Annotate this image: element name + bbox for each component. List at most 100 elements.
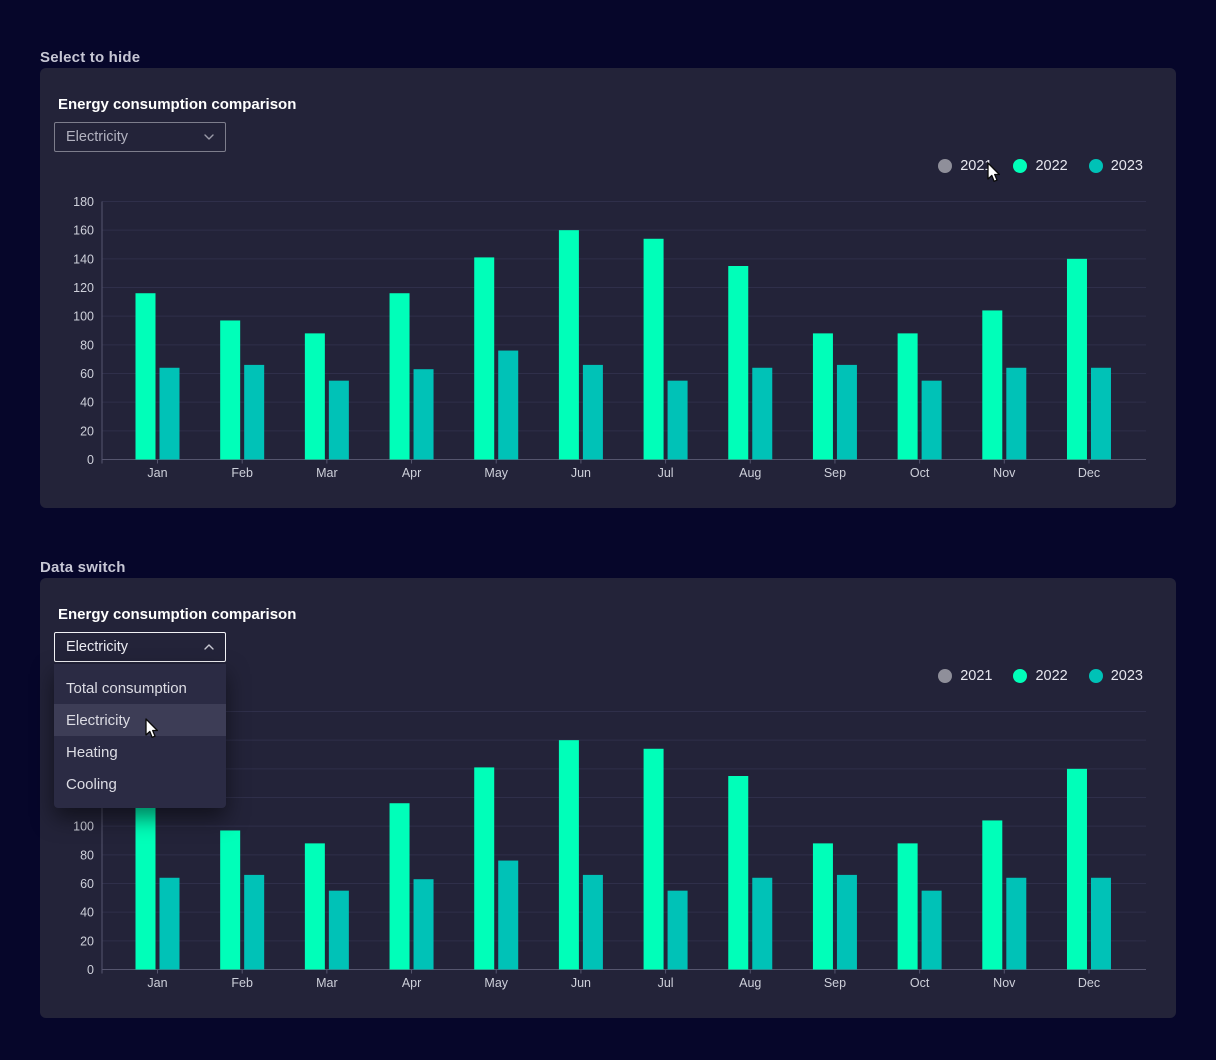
- category-select[interactable]: Electricity: [54, 122, 226, 152]
- bar-2022-feb[interactable]: [220, 830, 241, 970]
- y-axis-label: 40: [80, 906, 94, 920]
- bar-2023-jan[interactable]: [159, 877, 180, 970]
- legend-item-2023[interactable]: 2023: [1088, 668, 1143, 684]
- bar-2022-may[interactable]: [474, 257, 495, 460]
- bar-2023-may[interactable]: [498, 350, 519, 460]
- legend-dot-2021: [938, 669, 953, 683]
- legend-dot-2022: [1013, 159, 1028, 173]
- bar-2022-jun[interactable]: [558, 230, 579, 460]
- x-axis-label: Aug: [739, 466, 761, 480]
- x-axis-label: Oct: [910, 466, 930, 480]
- bar-2023-mar[interactable]: [328, 890, 349, 970]
- x-axis-label: Jun: [571, 466, 591, 480]
- bar-2022-apr[interactable]: [389, 803, 410, 970]
- x-axis-label: Dec: [1078, 466, 1100, 480]
- x-axis-label: Jan: [147, 976, 167, 990]
- bar-2022-dec[interactable]: [1066, 768, 1087, 970]
- bar-2023-feb[interactable]: [244, 874, 265, 970]
- bar-2022-may[interactable]: [474, 767, 495, 970]
- bar-2022-oct[interactable]: [897, 333, 918, 460]
- x-axis-label: May: [484, 976, 508, 990]
- bar-2023-apr[interactable]: [413, 369, 434, 460]
- y-axis-label: 80: [80, 338, 94, 352]
- x-axis-label: Dec: [1078, 976, 1100, 990]
- bar-2023-sep[interactable]: [836, 874, 857, 970]
- bar-chart: 0 20 40 60 80 100 120 140 160 180 Jan Feb Mar Apr May J…: [73, 195, 1146, 480]
- bar-2023-feb[interactable]: [244, 364, 265, 460]
- chevron-up-icon: [203, 639, 215, 655]
- y-axis-label: 140: [73, 252, 94, 266]
- dropdown-option-total-consumption[interactable]: Total consumption: [66, 679, 187, 697]
- bar-2022-feb[interactable]: [220, 320, 241, 460]
- bar-2023-nov[interactable]: [1006, 877, 1027, 970]
- bar-2023-mar[interactable]: [328, 380, 349, 460]
- y-axis-label: 60: [80, 367, 94, 381]
- legend-label: 2023: [1110, 668, 1143, 684]
- bar-2023-dec[interactable]: [1090, 877, 1111, 970]
- dropdown-option-heating[interactable]: Heating: [66, 743, 118, 761]
- legend-item-2021[interactable]: 2021: [938, 158, 992, 174]
- legend-label: 2021: [960, 158, 993, 174]
- y-axis-label: 40: [80, 396, 94, 410]
- bar-2022-nov[interactable]: [982, 820, 1003, 970]
- bar-2023-apr[interactable]: [413, 879, 434, 970]
- legend-dot-2022: [1013, 669, 1028, 683]
- x-axis-label: Sep: [824, 976, 846, 990]
- bar-2022-jun[interactable]: [558, 740, 579, 970]
- chart-card-data-switch: Energy consumption comparison Electricit…: [40, 578, 1176, 1018]
- bar-2023-oct[interactable]: [921, 890, 942, 970]
- bar-2022-aug[interactable]: [728, 266, 749, 460]
- y-axis-label: 160: [73, 224, 94, 238]
- x-axis-label: Feb: [231, 976, 253, 990]
- legend-item-2022[interactable]: 2022: [1013, 668, 1068, 684]
- y-axis-label: 0: [87, 963, 94, 977]
- legend-item-2022[interactable]: 2022: [1013, 158, 1068, 174]
- bar-2023-jun[interactable]: [582, 364, 603, 460]
- x-axis-label: Mar: [316, 466, 338, 480]
- category-select[interactable]: Electricity: [54, 632, 226, 662]
- bar-2023-jul[interactable]: [667, 380, 688, 460]
- x-axis-label: Jul: [658, 976, 674, 990]
- legend-label: 2021: [960, 668, 993, 684]
- bar-2023-jun[interactable]: [582, 874, 603, 970]
- bar-2023-sep[interactable]: [836, 364, 857, 460]
- legend-dot-2021: [938, 159, 953, 173]
- category-dropdown-panel: Total consumption Electricity Heating Cooli…: [54, 664, 226, 808]
- x-axis-label: Aug: [739, 976, 761, 990]
- bar-2023-nov[interactable]: [1006, 367, 1027, 460]
- bar-2023-may[interactable]: [498, 860, 519, 970]
- category-select-value: Electricity: [66, 639, 129, 655]
- legend-dot-2023: [1088, 669, 1103, 683]
- bar-2022-mar[interactable]: [304, 843, 325, 970]
- bar-2023-jan[interactable]: [159, 367, 180, 460]
- bar-2022-sep[interactable]: [812, 333, 833, 460]
- legend-item-2023[interactable]: 2023: [1088, 158, 1143, 174]
- bar-2022-sep[interactable]: [812, 843, 833, 970]
- bar-2022-mar[interactable]: [304, 333, 325, 460]
- bar-2022-jul[interactable]: [643, 748, 664, 970]
- bar-2023-aug[interactable]: [752, 367, 773, 460]
- x-axis-label: Oct: [910, 976, 930, 990]
- bar-2022-apr[interactable]: [389, 293, 410, 460]
- bar-2022-aug[interactable]: [728, 776, 749, 970]
- x-axis-label: Jun: [571, 976, 591, 990]
- bar-2023-aug[interactable]: [752, 877, 773, 970]
- legend-item-2021[interactable]: 2021: [938, 668, 992, 684]
- bar-2023-dec[interactable]: [1090, 367, 1111, 460]
- bar-2022-jan[interactable]: [135, 803, 156, 970]
- chevron-down-icon: [203, 129, 215, 145]
- bar-2022-jul[interactable]: [643, 238, 664, 460]
- legend-label: 2022: [1035, 158, 1068, 174]
- bar-2022-oct[interactable]: [897, 843, 918, 970]
- dropdown-option-electricity[interactable]: Electricity: [54, 704, 226, 736]
- y-axis-label: 20: [80, 424, 94, 438]
- x-axis-label: Nov: [993, 466, 1016, 480]
- chart-legend: 2021 2022 2023: [938, 668, 1143, 684]
- bar-2023-jul[interactable]: [667, 890, 688, 970]
- dropdown-option-cooling[interactable]: Cooling: [66, 775, 117, 793]
- bar-2023-oct[interactable]: [921, 380, 942, 460]
- bar-2022-dec[interactable]: [1066, 258, 1087, 460]
- bar-2022-nov[interactable]: [982, 310, 1003, 460]
- bar-2022-jan[interactable]: [135, 293, 156, 460]
- y-axis-label: 100: [73, 820, 94, 834]
